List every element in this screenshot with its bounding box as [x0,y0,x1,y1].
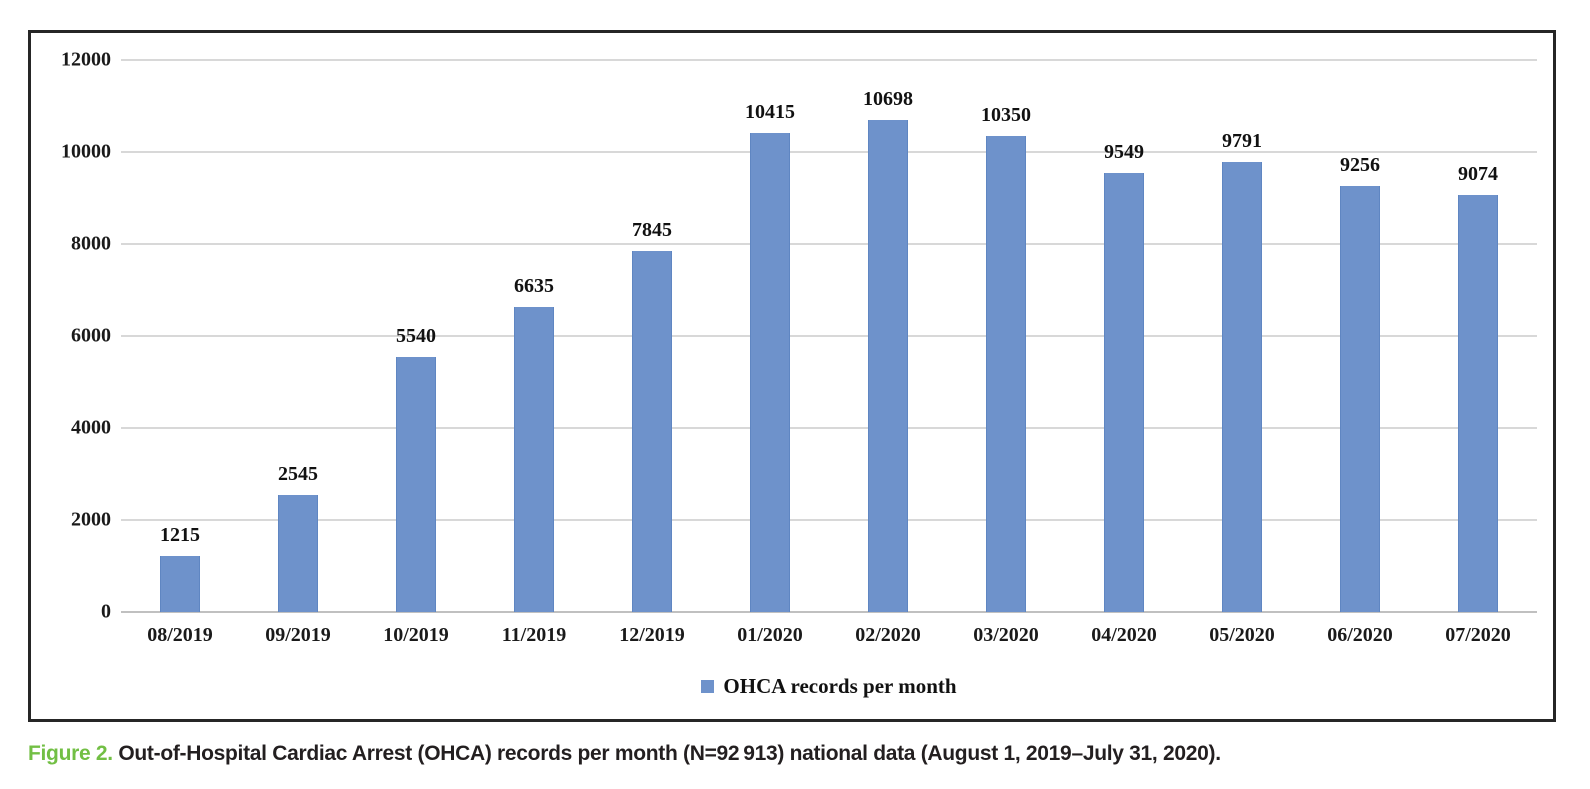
y-axis-tick-label: 12000 [61,48,111,71]
x-axis-label: 06/2020 [1327,624,1393,646]
bar-column: 5540 [357,60,475,612]
bar-value-label: 6635 [514,274,554,297]
x-axis-label: 02/2020 [855,624,921,646]
bar-column: 1215 [121,60,239,612]
x-axis: 08/2019 09/2019 10/2019 11/2019 12/2019 01/20… [121,612,1537,656]
bar-column: 2545 [239,60,357,612]
bar-value-label: 9791 [1222,129,1262,152]
x-axis-line [121,611,1537,613]
bar-chart: 0 2000 4000 6000 8000 10000 12000 1215 2545 5540… [45,49,1537,699]
bar-column: 10698 [829,60,947,612]
bar [1104,172,1144,612]
gridline [121,151,1537,153]
bar [160,556,200,612]
bar-value-label: 9549 [1104,140,1144,163]
bar-value-label: 9256 [1340,154,1380,177]
bar [1458,194,1498,612]
gridline [121,243,1537,245]
y-axis-tick-label: 4000 [71,416,111,439]
figure-caption-text: Out-of-Hospital Cardiac Arrest (OHCA) re… [118,742,1221,765]
legend: OHCA records per month [121,674,1537,699]
y-axis: 0 2000 4000 6000 8000 10000 12000 [45,49,113,623]
plot-area: 1215 2545 5540 6635 7845 10415 10698 10350 9549 9… [121,59,1537,613]
bar-value-label: 7845 [632,219,672,242]
bar-value-label: 5540 [396,325,436,348]
bar [632,251,672,612]
y-axis-tick-label: 0 [101,600,111,623]
bar-value-label: 10698 [863,87,913,110]
bar [1222,161,1262,612]
bar-series: 1215 2545 5540 6635 7845 10415 10698 10350 9549 9… [121,60,1537,612]
bar-value-label: 9074 [1458,162,1498,185]
x-axis-label: 01/2020 [737,624,803,646]
bar-column: 9791 [1183,60,1301,612]
bar-column: 9074 [1419,60,1537,612]
bar-value-label: 2545 [278,462,318,485]
bar [986,135,1026,612]
bar-column: 6635 [475,60,593,612]
x-axis-label: 09/2019 [265,624,331,646]
bar-value-label: 10350 [981,103,1031,126]
bar [278,494,318,612]
bar-column: 7845 [593,60,711,612]
figure-caption: Figure 2. Out-of-Hospital Cardiac Arrest… [28,742,1221,766]
gridline [121,335,1537,337]
x-axis-label: 03/2020 [973,624,1039,646]
x-axis-label: 04/2020 [1091,624,1157,646]
legend-marker-icon [701,680,715,693]
x-axis-label: 10/2019 [383,624,449,646]
x-axis-label: 12/2019 [619,624,685,646]
x-axis-label: 11/2019 [501,624,567,646]
y-axis-tick-label: 10000 [61,140,111,163]
gridline [121,59,1537,61]
bar [1340,186,1380,612]
gridline [121,519,1537,521]
figure-caption-label: Figure 2. [28,742,113,765]
bar-column: 9549 [1065,60,1183,612]
bar [514,306,554,612]
bar-value-label: 10415 [745,100,795,123]
bar-column: 10415 [711,60,829,612]
y-axis-tick-label: 6000 [71,324,111,347]
bar-column: 10350 [947,60,1065,612]
bar [750,132,790,612]
bar [868,119,908,612]
x-axis-label: 08/2019 [147,624,213,646]
bar [396,357,436,612]
gridline [121,427,1537,429]
bar-column: 9256 [1301,60,1419,612]
x-axis-label: 05/2020 [1209,624,1275,646]
y-axis-tick-label: 8000 [71,232,111,255]
y-axis-tick-label: 2000 [71,508,111,531]
bar-value-label: 1215 [160,524,200,547]
legend-label: OHCA records per month [723,674,957,698]
chart-frame: 0 2000 4000 6000 8000 10000 12000 1215 2545 5540… [28,30,1556,722]
x-axis-label: 07/2020 [1445,624,1511,646]
